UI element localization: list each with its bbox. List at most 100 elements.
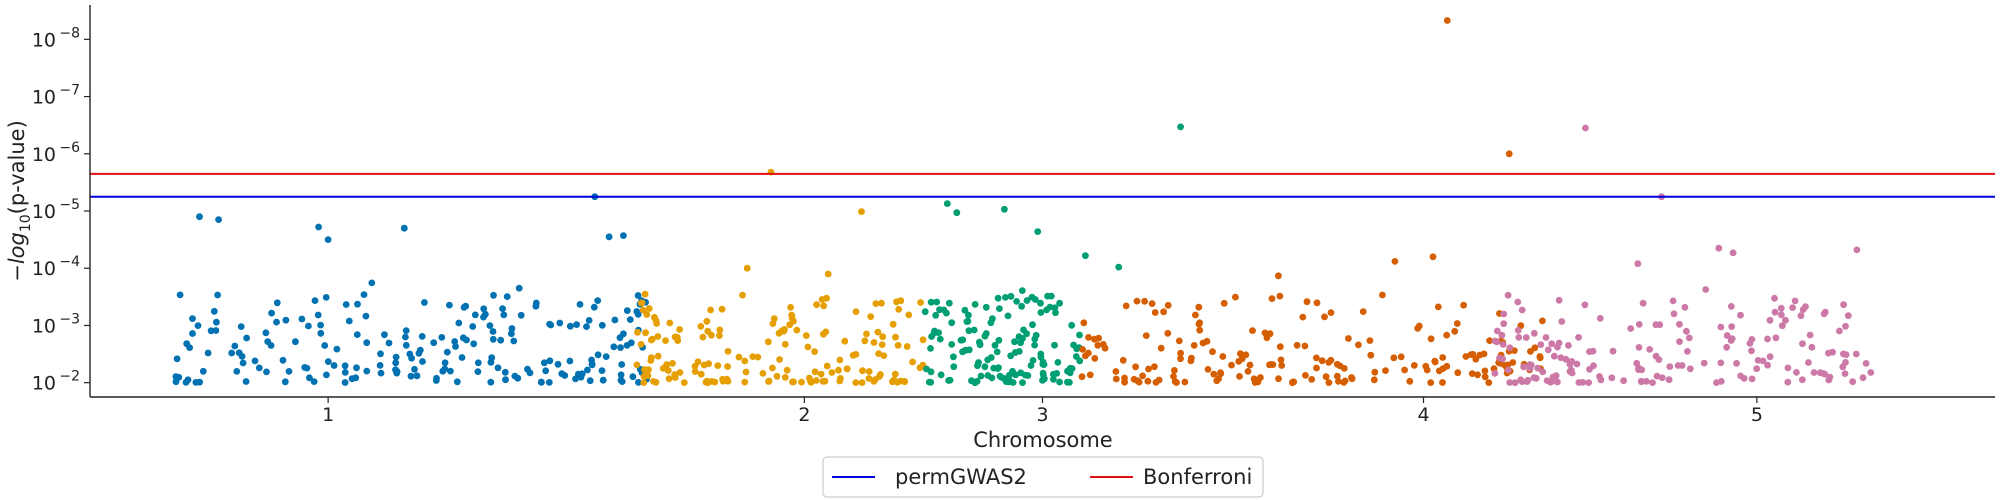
legend: permGWAS2 Bonferroni [822, 456, 1264, 498]
snp-point-chr2 [741, 378, 749, 386]
snp-point-chr5 [1514, 298, 1522, 306]
snp-point-chr3 [1054, 359, 1062, 366]
snp-point-chr4 [1301, 342, 1309, 350]
snp-point-chr4 [1443, 17, 1451, 24]
snp-point-chr5 [1825, 349, 1832, 357]
snp-point-chr2 [645, 366, 652, 374]
snp-point-chr5 [1557, 354, 1565, 362]
snp-point-chr5 [1778, 311, 1785, 319]
snp-point-chr3 [977, 372, 985, 380]
snp-point-chr5 [1539, 368, 1547, 376]
snp-point-chr5 [1565, 342, 1572, 349]
snp-point-chr4 [1133, 297, 1141, 305]
snp-point-chr3 [945, 299, 953, 307]
snp-point-chr5 [1754, 357, 1762, 364]
snp-point-chr4 [1505, 150, 1513, 158]
snp-point-chr4 [1336, 362, 1344, 370]
snp-point-chr2 [790, 317, 797, 325]
snp-point-chr3 [1034, 228, 1042, 236]
snp-point-chr4 [1536, 354, 1544, 362]
snp-point-chr4 [1160, 308, 1167, 316]
snp-point-chr4 [1481, 373, 1489, 381]
snp-point-chr2 [694, 358, 702, 366]
snp-point-chr3 [1051, 304, 1059, 312]
snp-point-chr5 [1581, 301, 1589, 309]
snp-point-chr1 [363, 367, 371, 375]
snp-point-chr5 [1522, 334, 1530, 341]
snp-point-chr4 [1474, 371, 1481, 379]
snp-point-chr5 [1759, 357, 1767, 365]
snp-point-chr3 [1011, 338, 1018, 346]
snp-point-chr2 [654, 352, 662, 360]
snp-point-chr1 [489, 335, 497, 343]
snp-point-chr1 [470, 340, 478, 348]
snp-point-chr4 [1139, 372, 1146, 380]
snp-point-chr1 [585, 317, 593, 324]
snp-point-chr5 [1656, 321, 1664, 329]
snp-point-chr2 [903, 343, 911, 350]
snp-point-chr4 [1187, 357, 1195, 365]
snp-point-chr2 [787, 304, 794, 311]
snp-point-chr2 [823, 294, 830, 302]
snp-point-chr4 [1217, 370, 1225, 378]
snp-point-chr1 [634, 292, 642, 299]
snp-point-chr2 [859, 367, 866, 375]
snp-point-chr5 [1491, 369, 1499, 377]
snp-point-chr4 [1112, 375, 1120, 383]
snp-point-chr3 [1037, 309, 1045, 316]
snp-point-chr1 [463, 336, 470, 344]
snp-point-chr2 [811, 368, 819, 376]
snp-point-chr2 [870, 377, 878, 385]
snp-point-chr4 [1382, 367, 1389, 374]
snp-point-chr5 [1723, 343, 1731, 351]
snp-point-chr5 [1683, 327, 1690, 335]
snp-point-chr1 [189, 330, 196, 337]
y-ticks: 10−2 10−3 10−4 10−5 10−6 10−7 10−8 [32, 25, 90, 395]
snp-point-chr1 [517, 311, 525, 319]
snp-point-chr2 [671, 374, 679, 381]
snp-point-chr5 [1805, 359, 1812, 366]
snp-point-chr4 [1195, 320, 1203, 328]
snp-point-chr5 [1733, 360, 1740, 367]
snp-point-chr2 [707, 306, 714, 314]
snp-point-chr5 [1589, 347, 1597, 355]
snp-point-chr1 [594, 351, 602, 359]
snp-point-chr4 [1151, 309, 1159, 316]
snp-point-chr3 [943, 200, 951, 208]
snp-point-chr1 [377, 350, 384, 358]
snp-point-chr2 [909, 358, 916, 366]
snp-point-chr4 [1355, 341, 1362, 349]
snp-point-chr5 [1686, 365, 1694, 373]
snp-point-chr2 [820, 330, 827, 338]
snp-point-chr5 [1676, 338, 1683, 345]
snp-point-chr3 [1019, 335, 1026, 342]
snp-point-chr5 [1500, 310, 1508, 318]
snp-point-chr5 [1670, 310, 1678, 318]
snp-point-chr1 [469, 323, 477, 330]
y-axis-label-prefix: −log [5, 232, 29, 282]
y-tick-label: 10 −6 [32, 140, 80, 166]
snp-point-chr1 [321, 342, 329, 349]
snp-point-chr5 [1515, 334, 1523, 341]
snp-point-chr3 [981, 332, 989, 340]
snp-point-chr5 [1596, 373, 1603, 380]
snp-point-chr1 [268, 309, 275, 317]
snp-point-chr1 [345, 317, 353, 325]
snp-point-chr2 [880, 352, 888, 359]
snp-point-chr4 [1210, 370, 1218, 378]
snp-point-chr5 [1586, 366, 1593, 373]
snp-point-chr3 [1082, 252, 1089, 260]
snp-point-chr3 [1018, 287, 1026, 294]
snp-point-chr1 [418, 333, 426, 340]
snp-point-chr5 [1681, 303, 1689, 311]
snp-point-chr4 [1257, 374, 1264, 381]
snp-point-chr5 [1549, 373, 1557, 381]
snp-point-chr4 [1246, 361, 1254, 369]
snp-point-chr5 [1493, 327, 1501, 335]
snp-point-chr1 [499, 305, 506, 312]
snp-point-chr1 [532, 299, 540, 307]
snp-point-chr1 [204, 349, 212, 357]
snp-point-chr1 [547, 321, 555, 329]
snp-point-chr4 [1151, 363, 1158, 371]
snp-point-chr4 [1454, 369, 1462, 377]
